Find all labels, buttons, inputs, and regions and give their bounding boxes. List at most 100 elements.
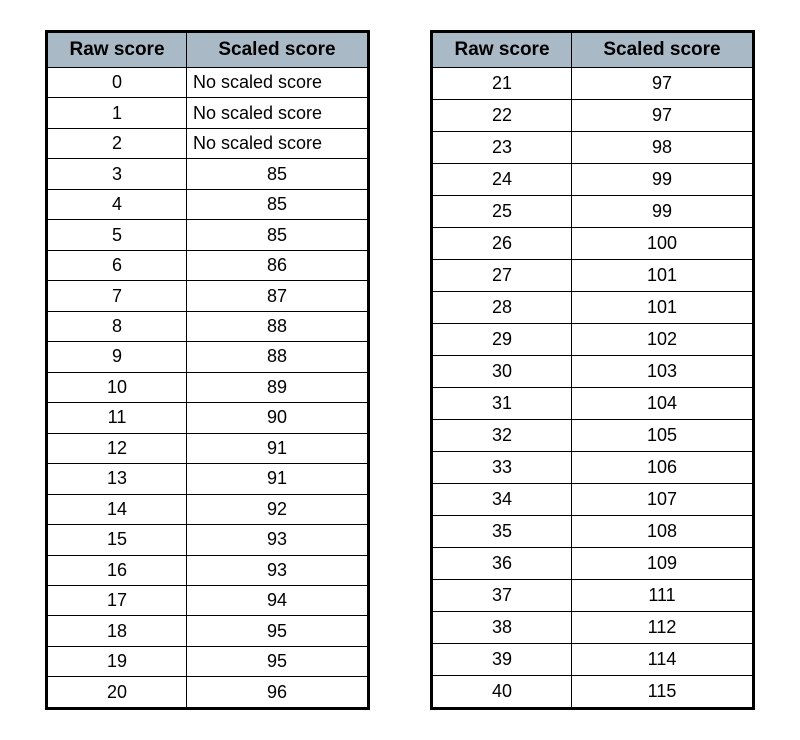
score-table-right: Raw score Scaled score 21972297239824992… bbox=[430, 30, 755, 710]
table-row: 2297 bbox=[432, 99, 754, 131]
table-row: 26100 bbox=[432, 227, 754, 259]
cell-raw-score: 2 bbox=[47, 128, 187, 158]
cell-raw-score: 4 bbox=[47, 189, 187, 219]
cell-raw-score: 19 bbox=[47, 646, 187, 676]
table-row: 1391 bbox=[47, 464, 369, 494]
cell-scaled-score: No scaled score bbox=[187, 98, 369, 128]
cell-scaled-score: 101 bbox=[572, 259, 754, 291]
cell-raw-score: 23 bbox=[432, 131, 572, 163]
table-row: 30103 bbox=[432, 355, 754, 387]
cell-raw-score: 8 bbox=[47, 311, 187, 341]
cell-raw-score: 32 bbox=[432, 419, 572, 451]
table-row: 2499 bbox=[432, 163, 754, 195]
table-row: 1995 bbox=[47, 646, 369, 676]
cell-scaled-score: 88 bbox=[187, 311, 369, 341]
cell-scaled-score: 98 bbox=[572, 131, 754, 163]
table-row: 35108 bbox=[432, 515, 754, 547]
cell-scaled-score: 114 bbox=[572, 643, 754, 675]
table-row: 37111 bbox=[432, 579, 754, 611]
cell-raw-score: 37 bbox=[432, 579, 572, 611]
cell-scaled-score: 112 bbox=[572, 611, 754, 643]
table-row: 1693 bbox=[47, 555, 369, 585]
cell-scaled-score: 104 bbox=[572, 387, 754, 419]
header-scaled-score: Scaled score bbox=[572, 32, 754, 68]
cell-scaled-score: 91 bbox=[187, 433, 369, 463]
cell-scaled-score: 95 bbox=[187, 646, 369, 676]
cell-raw-score: 9 bbox=[47, 342, 187, 372]
cell-scaled-score: 90 bbox=[187, 403, 369, 433]
cell-scaled-score: 108 bbox=[572, 515, 754, 547]
cell-scaled-score: 109 bbox=[572, 547, 754, 579]
table-row: 32105 bbox=[432, 419, 754, 451]
cell-scaled-score: No scaled score bbox=[187, 128, 369, 158]
cell-scaled-score: 89 bbox=[187, 372, 369, 402]
table-header-row: Raw score Scaled score bbox=[47, 32, 369, 68]
table-row: 1593 bbox=[47, 525, 369, 555]
cell-scaled-score: 102 bbox=[572, 323, 754, 355]
cell-raw-score: 34 bbox=[432, 483, 572, 515]
table-row: 2599 bbox=[432, 195, 754, 227]
header-scaled-score: Scaled score bbox=[187, 32, 369, 68]
cell-raw-score: 3 bbox=[47, 159, 187, 189]
cell-raw-score: 28 bbox=[432, 291, 572, 323]
score-table-left: Raw score Scaled score 0No scaled score1… bbox=[45, 30, 370, 710]
table-right-body: 2197229723982499259926100271012810129102… bbox=[432, 68, 754, 709]
table-row: 34107 bbox=[432, 483, 754, 515]
cell-raw-score: 21 bbox=[432, 68, 572, 100]
cell-raw-score: 0 bbox=[47, 68, 187, 98]
cell-raw-score: 35 bbox=[432, 515, 572, 547]
cell-scaled-score: 103 bbox=[572, 355, 754, 387]
cell-raw-score: 22 bbox=[432, 99, 572, 131]
cell-scaled-score: No scaled score bbox=[187, 68, 369, 98]
table-left-body: 0No scaled score1No scaled score2No scal… bbox=[47, 68, 369, 709]
cell-scaled-score: 106 bbox=[572, 451, 754, 483]
cell-scaled-score: 97 bbox=[572, 99, 754, 131]
cell-scaled-score: 97 bbox=[572, 68, 754, 100]
cell-scaled-score: 111 bbox=[572, 579, 754, 611]
table-row: 585 bbox=[47, 220, 369, 250]
table-row: 2096 bbox=[47, 677, 369, 709]
cell-raw-score: 16 bbox=[47, 555, 187, 585]
cell-raw-score: 29 bbox=[432, 323, 572, 355]
cell-raw-score: 5 bbox=[47, 220, 187, 250]
cell-raw-score: 33 bbox=[432, 451, 572, 483]
cell-raw-score: 40 bbox=[432, 675, 572, 708]
cell-raw-score: 27 bbox=[432, 259, 572, 291]
table-row: 1No scaled score bbox=[47, 98, 369, 128]
table-row: 1190 bbox=[47, 403, 369, 433]
cell-raw-score: 31 bbox=[432, 387, 572, 419]
cell-scaled-score: 100 bbox=[572, 227, 754, 259]
cell-scaled-score: 93 bbox=[187, 525, 369, 555]
table-row: 988 bbox=[47, 342, 369, 372]
cell-scaled-score: 107 bbox=[572, 483, 754, 515]
table-header-row: Raw score Scaled score bbox=[432, 32, 754, 68]
cell-scaled-score: 95 bbox=[187, 616, 369, 646]
cell-scaled-score: 99 bbox=[572, 195, 754, 227]
table-row: 1492 bbox=[47, 494, 369, 524]
cell-raw-score: 1 bbox=[47, 98, 187, 128]
cell-raw-score: 11 bbox=[47, 403, 187, 433]
cell-raw-score: 14 bbox=[47, 494, 187, 524]
cell-raw-score: 17 bbox=[47, 585, 187, 615]
cell-scaled-score: 94 bbox=[187, 585, 369, 615]
cell-raw-score: 15 bbox=[47, 525, 187, 555]
table-row: 1794 bbox=[47, 585, 369, 615]
cell-scaled-score: 87 bbox=[187, 281, 369, 311]
header-raw-score: Raw score bbox=[432, 32, 572, 68]
cell-scaled-score: 101 bbox=[572, 291, 754, 323]
header-raw-score: Raw score bbox=[47, 32, 187, 68]
cell-scaled-score: 88 bbox=[187, 342, 369, 372]
cell-raw-score: 12 bbox=[47, 433, 187, 463]
cell-raw-score: 38 bbox=[432, 611, 572, 643]
cell-scaled-score: 99 bbox=[572, 163, 754, 195]
table-row: 40115 bbox=[432, 675, 754, 708]
cell-raw-score: 20 bbox=[47, 677, 187, 709]
cell-scaled-score: 93 bbox=[187, 555, 369, 585]
table-row: 31104 bbox=[432, 387, 754, 419]
table-row: 38112 bbox=[432, 611, 754, 643]
cell-raw-score: 30 bbox=[432, 355, 572, 387]
table-row: 888 bbox=[47, 311, 369, 341]
cell-raw-score: 26 bbox=[432, 227, 572, 259]
cell-raw-score: 18 bbox=[47, 616, 187, 646]
table-row: 28101 bbox=[432, 291, 754, 323]
